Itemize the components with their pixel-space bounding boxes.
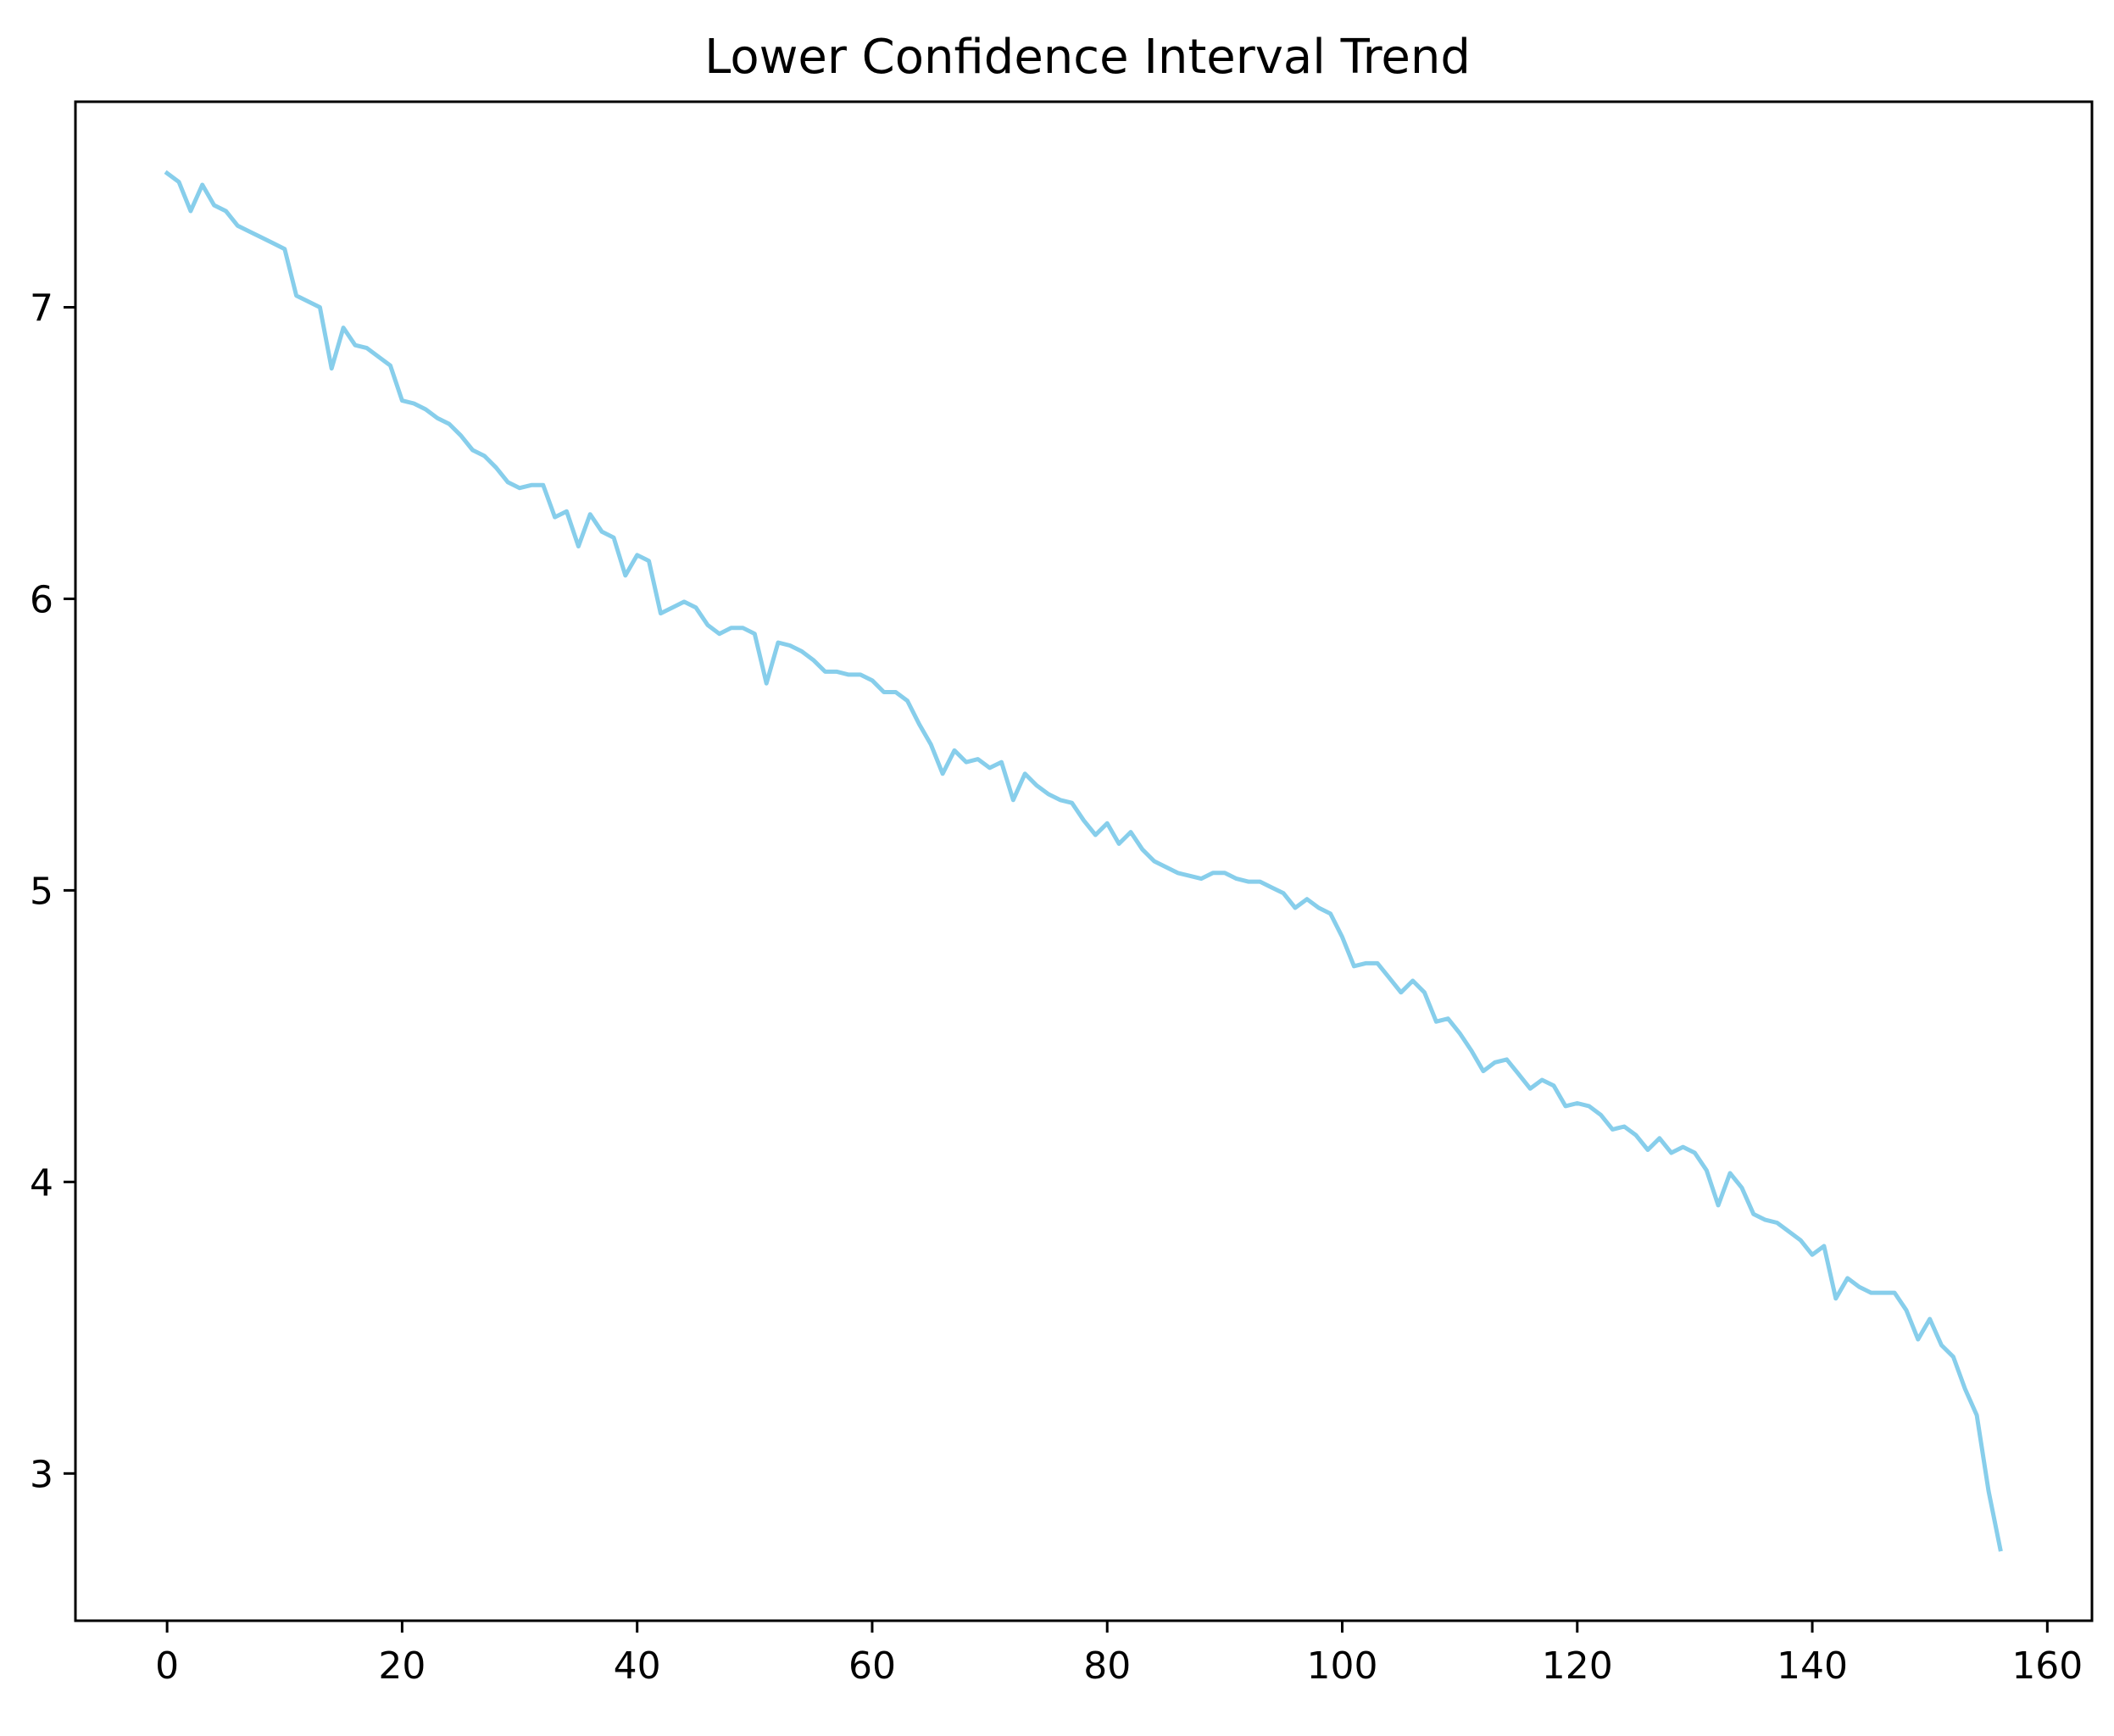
x-tick-label: 60 [848,1644,896,1688]
x-tick-label: 20 [378,1644,426,1688]
series-line-0 [164,170,2003,1552]
axis-ticks: 0 20 40 60 80 100 120 140 160 3 4 5 6 7 [30,287,2083,1688]
plot-area [164,170,2003,1552]
x-tick-label: 80 [1083,1644,1131,1688]
y-tick-label: 4 [30,1161,53,1205]
y-tick-label: 6 [30,578,53,621]
y-tick-label: 5 [30,870,53,913]
y-tick-label: 3 [30,1453,53,1496]
x-tick-label: 0 [155,1644,179,1688]
chart-title: Lower Confidence Interval Trend [704,30,1471,85]
x-tick-label: 140 [1777,1644,1848,1688]
x-tick-label: 160 [2011,1644,2083,1688]
axes-frame [74,100,2094,1622]
x-tick-label: 100 [1307,1644,1378,1688]
x-tick-label: 120 [1542,1644,1613,1688]
x-tick-label: 40 [614,1644,661,1688]
y-tick-label: 7 [30,287,53,330]
